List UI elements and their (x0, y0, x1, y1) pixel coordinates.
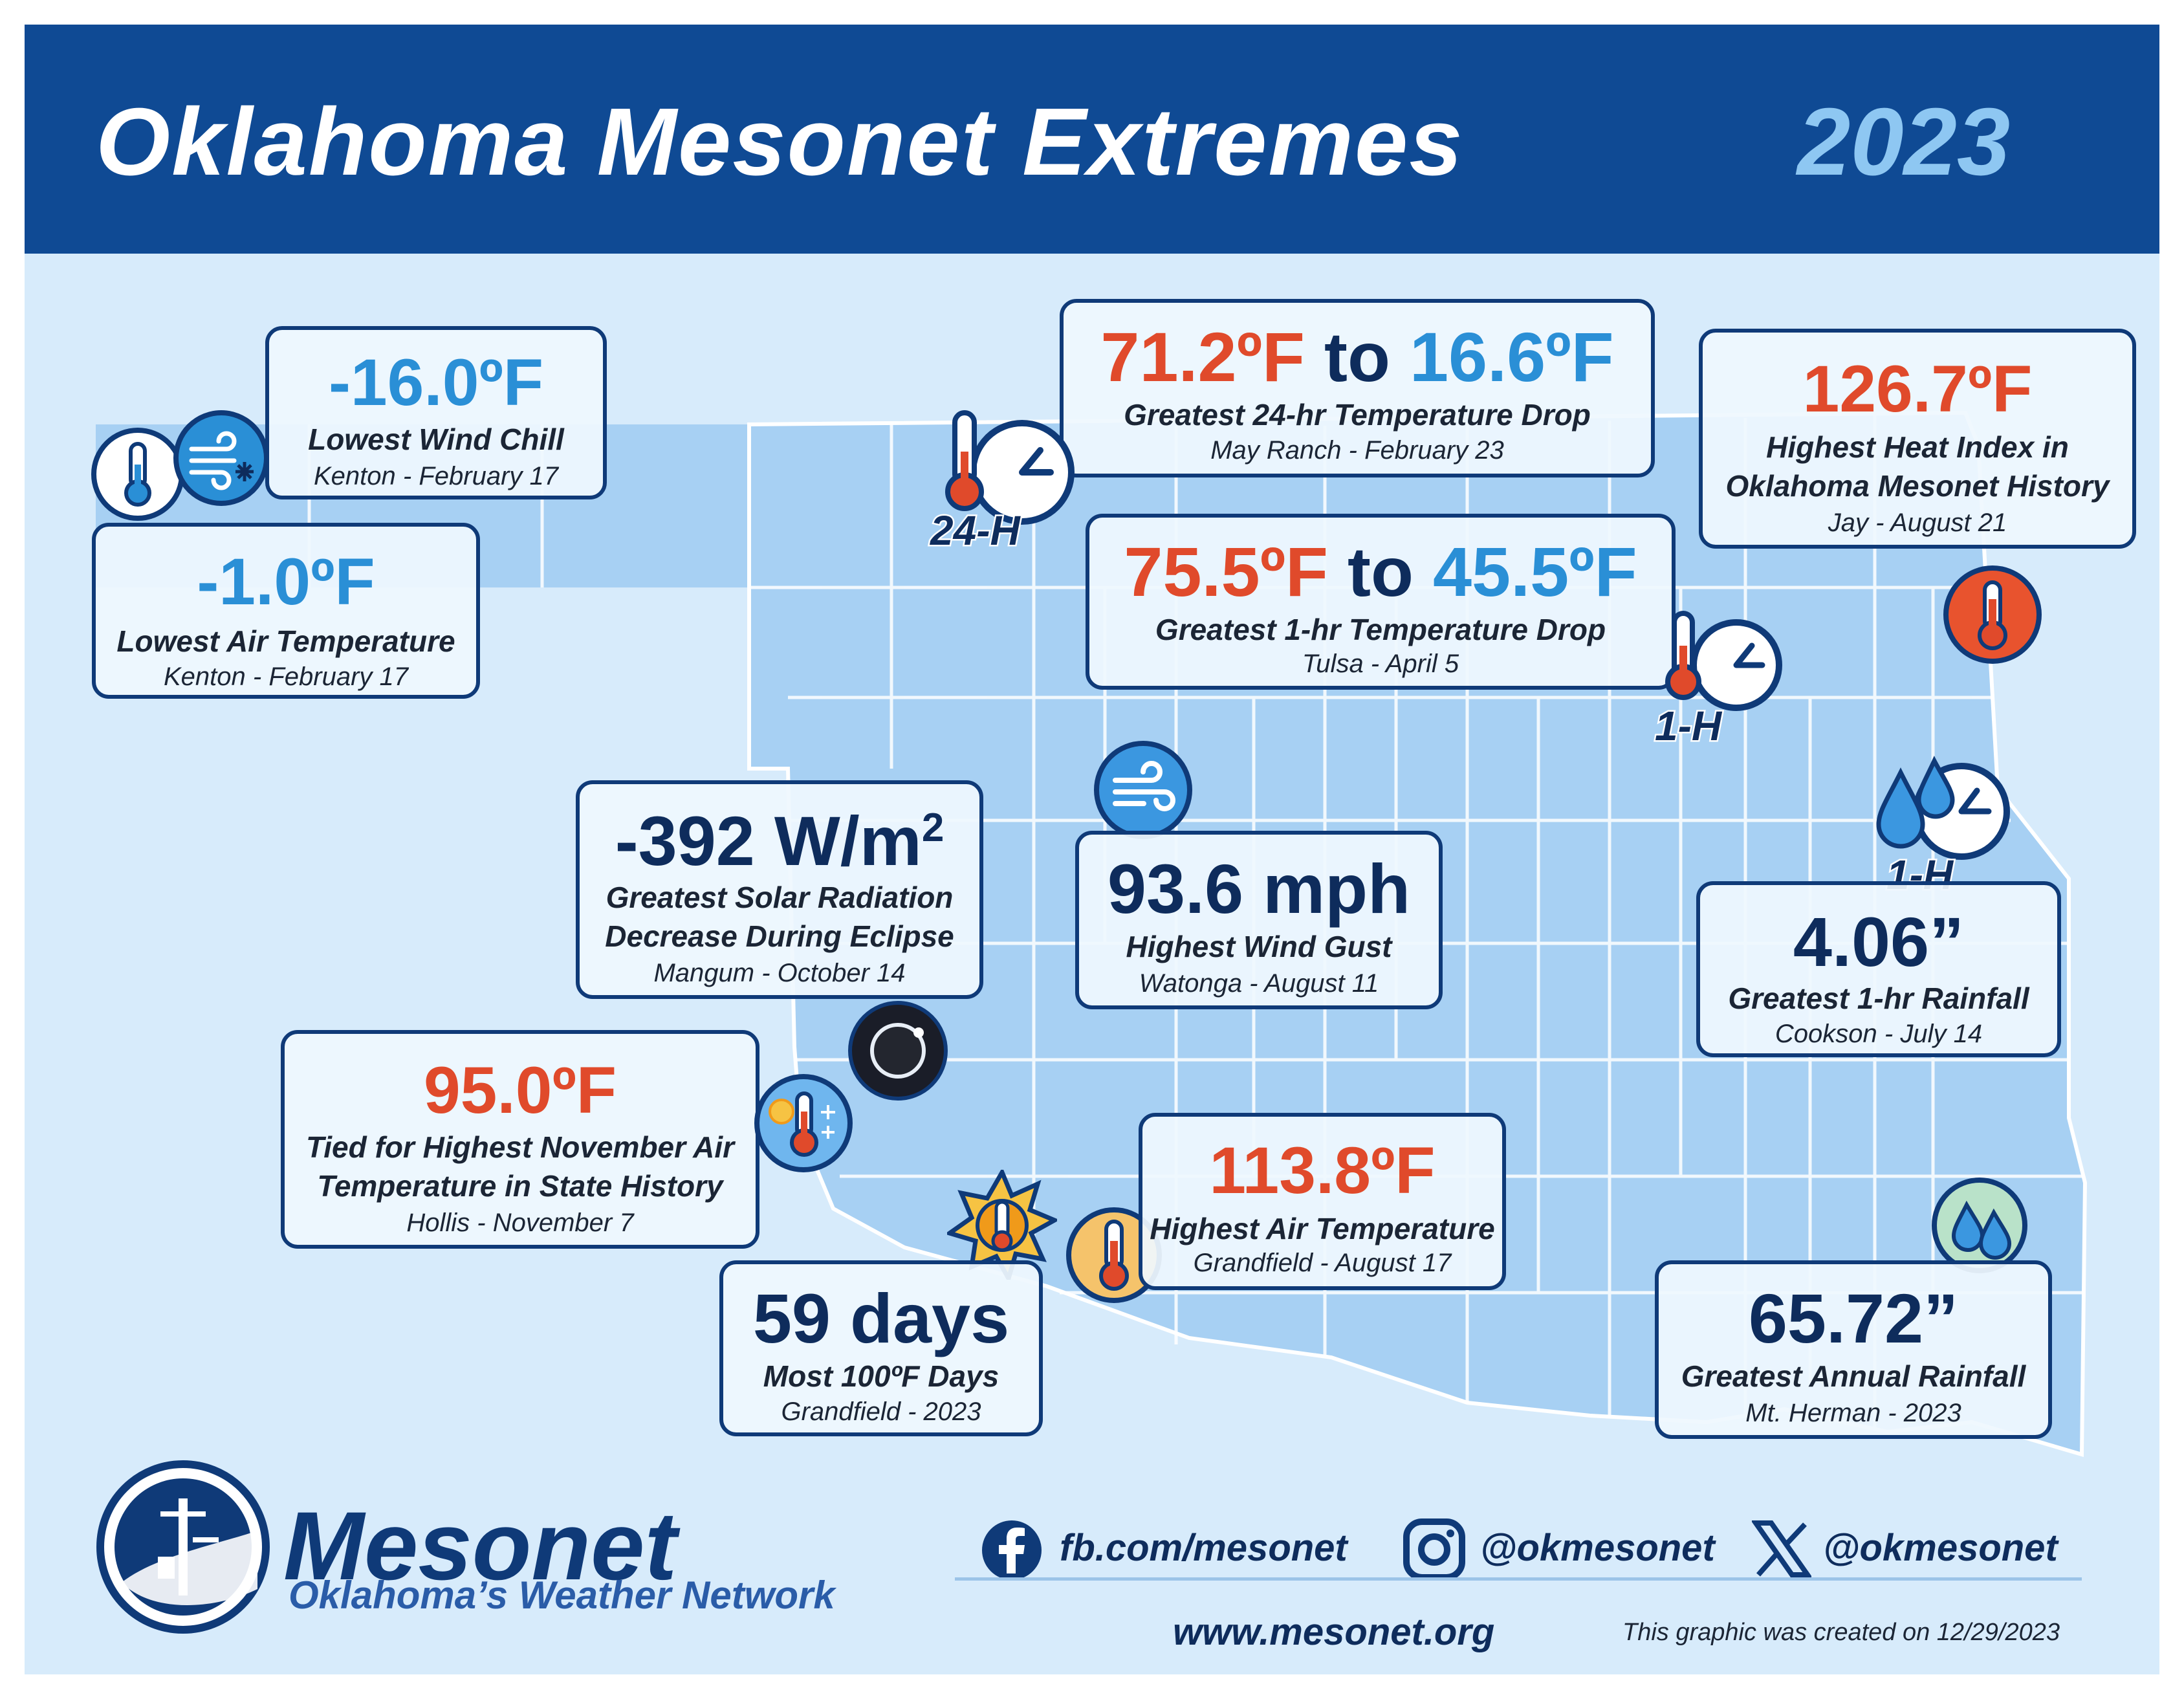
wind-chill-icon (173, 410, 269, 506)
instagram-handle[interactable]: @okmesonet (1480, 1527, 1715, 1569)
header-banner: Oklahoma Mesonet Extremes 2023 (25, 25, 2159, 254)
heat-index-detail: Jay - August 21 (1828, 509, 2007, 537)
tag-24h: 24-H (929, 507, 1022, 554)
november-label-1: Tied for Highest November Air (305, 1130, 734, 1164)
air-temp-high-label: Highest Air Temperature (1150, 1212, 1495, 1245)
solar-superscript: 2 (921, 806, 945, 850)
wind-icon (1094, 741, 1192, 839)
solar-label-1: Greatest Solar Radiation (606, 881, 954, 914)
days-100-value: 59 days (752, 1279, 1010, 1357)
drop-1hr-label: Greatest 1-hr Temperature Drop (1155, 613, 1606, 646)
annual-rain-detail: Mt. Herman - 2023 (1745, 1399, 1961, 1427)
raindrop-clock-icon (1876, 756, 2010, 860)
facebook-link[interactable]: fb.com/mesonet (1060, 1527, 1348, 1569)
rain-1hr-card: 4.06” Greatest 1-hr Rainfall Cookson - J… (1696, 881, 2061, 1057)
drop-1hr-connector: to (1348, 532, 1414, 611)
rain-1hr-detail: Cookson - July 14 (1774, 1020, 1983, 1048)
sun-snow-thermometer-icon (754, 1074, 853, 1172)
air-temp-low-label: Lowest Air Temperature (116, 624, 455, 658)
infographic-frame: Oklahoma Mesonet Extremes 2023 -16.0ºF L… (25, 25, 2159, 1674)
wind-chill-card: -16.0ºF Lowest Wind Chill Kenton - Febru… (265, 326, 607, 499)
solar-detail: Mangum - October 14 (653, 959, 906, 987)
eclipse-icon (848, 1001, 948, 1101)
solar-value-row: -392 W/m2 (580, 806, 979, 876)
facebook-icon[interactable] (979, 1518, 1044, 1583)
thermometer-warm-icon (1066, 1207, 1162, 1303)
rain-1hr-label: Greatest 1-hr Rainfall (1728, 981, 2029, 1015)
page-year: 2023 (1797, 89, 2011, 195)
annual-rain-label: Greatest Annual Rainfall (1681, 1359, 2026, 1393)
footer-divider (955, 1577, 2082, 1581)
drop-1hr-detail: Tulsa - April 5 (1302, 650, 1459, 678)
x-icon[interactable] (1752, 1519, 1811, 1579)
annual-rain-card: 65.72” Greatest Annual Rainfall Mt. Herm… (1655, 1260, 2052, 1439)
page-title: Oklahoma Mesonet Extremes (96, 89, 1464, 195)
heat-index-value: 126.7ºF (1802, 352, 2033, 426)
drop-24hr-to: 16.6ºF (1409, 318, 1614, 396)
tag-1h-drop: 1-H (1653, 703, 1723, 749)
drop-1hr-from: 75.5ºF (1124, 532, 1329, 611)
heat-index-card: 126.7ºF Highest Heat Index in Oklahoma M… (1699, 329, 2136, 549)
wind-gust-detail: Watonga - August 11 (1139, 969, 1379, 998)
thermometer-clock-1h-icon (1665, 611, 1782, 711)
instagram-icon[interactable] (1403, 1518, 1466, 1581)
mesonet-logo-wordmark: Mesonet (283, 1491, 677, 1600)
november-card: 95.0ºF Tied for Highest November Air Tem… (281, 1030, 759, 1249)
drop-24hr-values: 71.2ºF to 16.6ºF (1064, 322, 1651, 392)
air-temp-low-detail: Kenton - February 17 (164, 663, 408, 691)
days-100-detail: Grandfield - 2023 (781, 1398, 981, 1426)
mesonet-logo-tagline: Oklahoma’s Weather Network (289, 1573, 835, 1617)
air-temp-low-card: -1.0ºF Lowest Air Temperature Kenton - F… (92, 523, 480, 699)
drop-24hr-detail: May Ranch - February 23 (1210, 436, 1504, 465)
air-temp-low-value: -1.0ºF (197, 545, 375, 619)
wind-chill-value: -16.0ºF (328, 345, 544, 419)
thermometer-hot-icon (1943, 565, 2042, 664)
website-link[interactable]: www.mesonet.org (1173, 1611, 1495, 1653)
drop-24hr-connector: to (1324, 318, 1390, 396)
solar-card: -392 W/m2 Greatest Solar Radiation Decre… (576, 780, 983, 999)
drop-1hr-card: 75.5ºF to 45.5ºF Greatest 1-hr Temperatu… (1086, 514, 1676, 690)
solar-value: -392 W/m (615, 802, 922, 880)
november-value: 95.0ºF (423, 1053, 617, 1127)
drop-1hr-values: 75.5ºF to 45.5ºF (1089, 537, 1672, 607)
wind-gust-card: 93.6 mph Highest Wind Gust Watonga - Aug… (1075, 831, 1443, 1009)
rain-1hr-value: 4.06” (1793, 903, 1965, 981)
days-100-label: Most 100ºF Days (763, 1359, 999, 1393)
drop-24hr-label: Greatest 24-hr Temperature Drop (1124, 398, 1591, 432)
wind-gust-value: 93.6 mph (1107, 850, 1411, 928)
drop-1hr-to: 45.5ºF (1432, 532, 1637, 611)
drop-24hr-from: 71.2ºF (1100, 318, 1305, 396)
wind-gust-label: Highest Wind Gust (1126, 930, 1392, 963)
solar-label-2: Decrease During Eclipse (605, 919, 954, 953)
november-detail: Hollis - November 7 (406, 1209, 634, 1237)
sun-icon (947, 1170, 1057, 1280)
thermometer-clock-24h-icon (945, 410, 1075, 525)
created-date-note: This graphic was created on 12/29/2023 (1622, 1619, 2060, 1646)
heat-index-label-1: Highest Heat Index in (1766, 430, 2069, 464)
annual-rain-value: 65.72” (1748, 1279, 1959, 1357)
drop-24hr-card: 71.2ºF to 16.6ºF Greatest 24-hr Temperat… (1060, 299, 1655, 477)
heat-index-label-2: Oklahoma Mesonet History (1725, 469, 2110, 503)
air-temp-high-card: 113.8ºF Highest Air Temperature Grandfie… (1139, 1113, 1506, 1290)
wind-chill-label: Lowest Wind Chill (308, 422, 564, 456)
x-handle[interactable]: @okmesonet (1823, 1527, 2058, 1569)
air-temp-high-detail: Grandfield - August 17 (1193, 1249, 1452, 1277)
air-temp-high-value: 113.8ºF (1209, 1134, 1436, 1207)
days-100-card: 59 days Most 100ºF Days Grandfield - 202… (719, 1260, 1043, 1436)
mesonet-tower-logo (96, 1460, 270, 1634)
november-label-2: Temperature in State History (317, 1169, 723, 1203)
wind-chill-detail: Kenton - February 17 (314, 462, 558, 490)
